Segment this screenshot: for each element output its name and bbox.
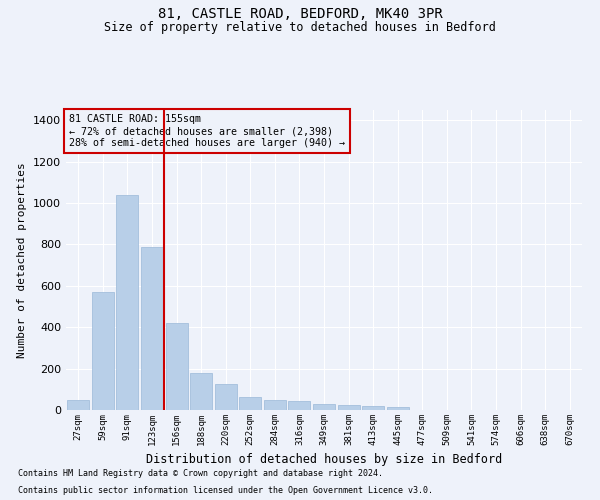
X-axis label: Distribution of detached houses by size in Bedford: Distribution of detached houses by size … xyxy=(146,454,502,466)
Y-axis label: Number of detached properties: Number of detached properties xyxy=(17,162,28,358)
Bar xyxy=(141,247,163,410)
Text: Size of property relative to detached houses in Bedford: Size of property relative to detached ho… xyxy=(104,21,496,34)
Bar xyxy=(215,384,237,410)
Bar xyxy=(116,195,139,410)
Text: 81, CASTLE ROAD, BEDFORD, MK40 3PR: 81, CASTLE ROAD, BEDFORD, MK40 3PR xyxy=(158,8,442,22)
Bar xyxy=(67,400,89,410)
Text: Contains public sector information licensed under the Open Government Licence v3: Contains public sector information licen… xyxy=(18,486,433,495)
Bar xyxy=(264,400,286,410)
Bar xyxy=(239,397,262,410)
Bar xyxy=(166,322,188,410)
Text: Contains HM Land Registry data © Crown copyright and database right 2024.: Contains HM Land Registry data © Crown c… xyxy=(18,468,383,477)
Bar xyxy=(190,373,212,410)
Text: 81 CASTLE ROAD: 155sqm
← 72% of detached houses are smaller (2,398)
28% of semi-: 81 CASTLE ROAD: 155sqm ← 72% of detached… xyxy=(68,114,344,148)
Bar xyxy=(289,402,310,410)
Bar xyxy=(362,406,384,410)
Bar xyxy=(313,404,335,410)
Bar xyxy=(92,292,114,410)
Bar xyxy=(338,405,359,410)
Bar xyxy=(386,408,409,410)
